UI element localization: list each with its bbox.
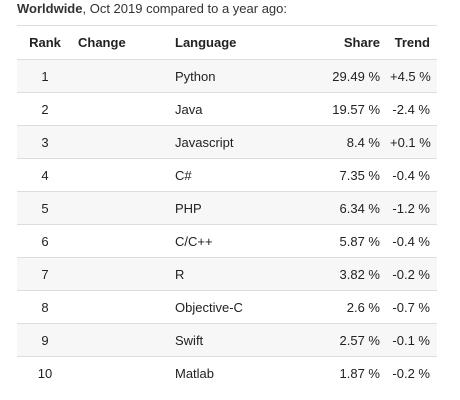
table-cell: 8: [17, 290, 73, 324]
table-body: 1 Python 29.49 % +4.5 % 2 Java 19.57 % -2.4 % 3 J…: [17, 59, 437, 389]
empty-cell: [73, 92, 165, 126]
empty-cell: [73, 59, 165, 93]
table-cell: 29.49 %: [295, 59, 390, 93]
table-cell: C/C++: [165, 224, 295, 258]
table-cell: PHP: [165, 191, 295, 225]
caption-bold: Worldwide: [17, 1, 83, 16]
table-cell: 3: [17, 125, 73, 159]
table-row: 6 C/C++ 5.87 % -0.4 %: [17, 224, 437, 258]
empty-cell: [73, 224, 165, 258]
table-cell: -0.4 %: [390, 224, 437, 258]
table-cell: R: [165, 257, 295, 291]
table-cell: -1.2 %: [390, 191, 437, 225]
empty-cell: [73, 191, 165, 225]
table-cell: 6: [17, 224, 73, 258]
table-cell: 7: [17, 257, 73, 291]
caption: Worldwide, Oct 2019 compared to a year a…: [17, 0, 287, 18]
table-cell: -2.4 %: [390, 92, 437, 126]
table-cell: 8.4 %: [295, 125, 390, 159]
empty-cell: [73, 356, 165, 389]
table-cell: 3.82 %: [295, 257, 390, 291]
column-header: Share: [295, 25, 390, 60]
empty-cell: [73, 323, 165, 357]
table-row: 9 Swift 2.57 % -0.1 %: [17, 323, 437, 357]
table-cell: -0.2 %: [390, 356, 437, 389]
table-row: 2 Java 19.57 % -2.4 %: [17, 92, 437, 126]
table-row: 10 Matlab 1.87 % -0.2 %: [17, 356, 437, 389]
table-cell: -0.4 %: [390, 158, 437, 192]
column-header: Change: [73, 25, 165, 60]
table-cell: Javascript: [165, 125, 295, 159]
table-cell: 1: [17, 59, 73, 93]
table-cell: 1.87 %: [295, 356, 390, 389]
table-cell: -0.1 %: [390, 323, 437, 357]
table-cell: -0.7 %: [390, 290, 437, 324]
column-header: Rank: [17, 25, 73, 60]
empty-cell: [73, 290, 165, 324]
header-row: Rank Change Language Share Trend: [17, 25, 437, 60]
table-cell: Python: [165, 59, 295, 93]
table-cell: 2: [17, 92, 73, 126]
table-head: Rank Change Language Share Trend: [17, 25, 437, 60]
table-cell: 7.35 %: [295, 158, 390, 192]
table-cell: 2.6 %: [295, 290, 390, 324]
table-cell: 9: [17, 323, 73, 357]
table-cell: +0.1 %: [390, 125, 437, 159]
table-cell: 5: [17, 191, 73, 225]
table-row: 4 C# 7.35 % -0.4 %: [17, 158, 437, 192]
table-row: 5 PHP 6.34 % -1.2 %: [17, 191, 437, 225]
table-cell: 2.57 %: [295, 323, 390, 357]
table-row: 8 Objective-C 2.6 % -0.7 %: [17, 290, 437, 324]
column-header: Language: [165, 25, 295, 60]
column-header: Trend: [390, 25, 437, 60]
table-cell: Matlab: [165, 356, 295, 389]
table-row: 1 Python 29.49 % +4.5 %: [17, 59, 437, 93]
table-cell: C#: [165, 158, 295, 192]
empty-cell: [73, 125, 165, 159]
table-cell: 10: [17, 356, 73, 389]
table-cell: 19.57 %: [295, 92, 390, 126]
table-row: 7 R 3.82 % -0.2 %: [17, 257, 437, 291]
table-cell: 6.34 %: [295, 191, 390, 225]
table-cell: 5.87 %: [295, 224, 390, 258]
table-cell: 4: [17, 158, 73, 192]
empty-cell: [73, 257, 165, 291]
table-cell: -0.2 %: [390, 257, 437, 291]
table-cell: +4.5 %: [390, 59, 437, 93]
table-cell: Objective-C: [165, 290, 295, 324]
table-cell: Java: [165, 92, 295, 126]
ranking-table: Rank Change Language Share Trend 1 Python 29.4…: [17, 25, 437, 389]
table-cell: Swift: [165, 323, 295, 357]
empty-cell: [73, 158, 165, 192]
caption-text: , Oct 2019 compared to a year ago:: [82, 1, 287, 16]
table-row: 3 Javascript 8.4 % +0.1 %: [17, 125, 437, 159]
